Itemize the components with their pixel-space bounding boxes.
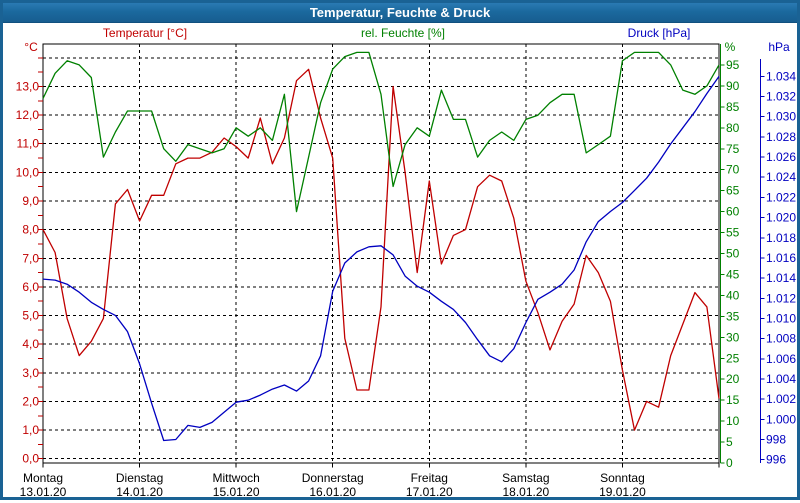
temperature-tick-label: 0,0 (22, 452, 39, 466)
humidity-tick-label: 75 (726, 142, 740, 156)
humidity-tick-label: 40 (726, 288, 740, 302)
pressure-tick-label: 1.008 (766, 332, 796, 346)
humidity-tick-label: 35 (726, 309, 740, 323)
pressure-tick-label: 1.006 (766, 352, 796, 366)
pressure-tick-label: 996 (766, 453, 786, 467)
temperature-tick-label: 13,0 (16, 79, 40, 93)
pressure-tick-label: 1.002 (766, 392, 796, 406)
temperature-axis-title: Temperatur [°C] (102, 26, 188, 40)
day-name-label: Montag (23, 471, 63, 485)
humidity-tick-label: 55 (726, 226, 740, 240)
window-title-bar: Temperatur, Feuchte & Druck (3, 3, 797, 23)
humidity-tick-label: 90 (726, 79, 740, 93)
pressure-tick-label: 1.034 (766, 69, 796, 83)
humidity-tick-label: 25 (726, 351, 740, 365)
temperature-tick-label: 7,0 (22, 251, 39, 265)
day-name-label: Mittwoch (212, 471, 259, 485)
temperature-tick-label: 12,0 (16, 108, 40, 122)
humidity-tick-label: 80 (726, 121, 740, 135)
pressure-tick-label: 1.020 (766, 211, 796, 225)
pressure-tick-label: 1.016 (766, 251, 796, 265)
temperature-tick-label: 6,0 (22, 280, 39, 294)
day-name-label: Donnerstag (302, 471, 364, 485)
pressure-tick-label: 1.018 (766, 231, 796, 245)
pressure-tick-label: 1.032 (766, 90, 796, 104)
humidity-tick-label: 50 (726, 247, 740, 261)
humidity-tick-label: 70 (726, 163, 740, 177)
humidity-tick-label: 95 (726, 58, 740, 72)
day-date-label: 19.01.20 (599, 485, 646, 499)
chart-canvas: 0,0 1,0 2,0 3,0 4,0 5,0 6,0 7,0 8,0 9,0 10,0 11,0 12… (16, 43, 796, 499)
temperature-tick-label: 9,0 (22, 194, 39, 208)
temperature-tick-label: 3,0 (22, 366, 39, 380)
humidity-tick-label: 0 (726, 456, 733, 470)
pressure-tick-label: 1.030 (766, 110, 796, 124)
pressure-tick-label: 998 (766, 433, 786, 447)
temperature-curve (42, 68, 720, 431)
humidity-tick-label: 65 (726, 184, 740, 198)
pressure-axis-title: Druck [hPa] (627, 26, 691, 40)
pressure-curve (42, 76, 720, 442)
humidity-tick-label: 5 (726, 435, 733, 449)
temperature-tick-label: 11,0 (17, 137, 40, 151)
temperature-unit-label: °C (24, 40, 38, 54)
pressure-tick-label: 1.024 (766, 170, 796, 184)
pressure-tick-label: 1.022 (766, 190, 796, 204)
humidity-tick-label: 45 (726, 267, 740, 281)
pressure-tick-label: 1.012 (766, 291, 796, 305)
pressure-tick-label: 1.014 (766, 271, 796, 285)
pressure-tick-label: 1.028 (766, 130, 796, 144)
day-date-label: 18.01.20 (502, 485, 549, 499)
humidity-tick-label: 15 (726, 393, 740, 407)
day-name-label: Dienstag (116, 471, 163, 485)
humidity-tick-label: 10 (726, 414, 740, 428)
window-title: Temperatur, Feuchte & Druck (309, 5, 491, 20)
pressure-tick-label: 1.010 (766, 311, 796, 325)
day-date-label: 16.01.20 (309, 485, 356, 499)
humidity-curve (42, 51, 720, 213)
humidity-tick-label: 85 (726, 100, 740, 114)
humidity-tick-label: 20 (726, 372, 740, 386)
day-name-label: Samstag (502, 471, 549, 485)
day-date-label: 14.01.20 (116, 485, 163, 499)
humidity-tick-label: 60 (726, 205, 740, 219)
temperature-tick-label: 5,0 (22, 309, 39, 323)
temperature-tick-label: 8,0 (22, 223, 39, 237)
day-date-label: 17.01.20 (406, 485, 453, 499)
day-date-label: 15.01.20 (213, 485, 260, 499)
temperature-tick-label: 2,0 (22, 394, 39, 408)
temperature-tick-label: 1,0 (22, 423, 39, 437)
day-name-label: Sonntag (600, 471, 645, 485)
plot-border (42, 43, 720, 464)
day-name-label: Freitag (411, 471, 448, 485)
temperature-tick-label: 10,0 (16, 165, 40, 179)
day-date-label: 13.01.20 (20, 485, 67, 499)
humidity-unit-label: % (724, 40, 736, 54)
pressure-tick-label: 1.000 (766, 412, 796, 426)
temperature-tick-label: 4,0 (22, 337, 39, 351)
pressure-tick-label: 1.026 (766, 150, 796, 164)
pressure-tick-label: 1.004 (766, 372, 796, 386)
humidity-tick-label: 30 (726, 330, 740, 344)
pressure-unit-label: hPa (768, 40, 790, 54)
humidity-axis-title: rel. Feuchte [%] (360, 26, 446, 40)
